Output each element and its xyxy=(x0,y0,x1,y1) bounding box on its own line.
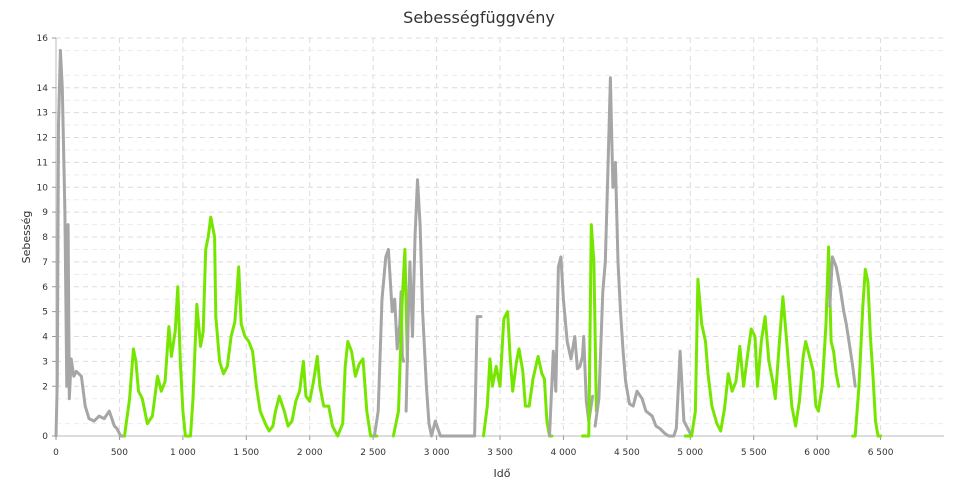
x-tick-label: 5 500 xyxy=(741,448,767,458)
series-line-green xyxy=(851,267,883,438)
series-line-green xyxy=(581,223,598,438)
x-tick-label: 4 000 xyxy=(551,448,577,458)
series-line-gray xyxy=(828,255,857,388)
x-tick-label: 5 000 xyxy=(677,448,703,458)
series-line-gray xyxy=(54,48,126,438)
series-line-gray xyxy=(548,255,595,438)
y-tick-label: 12 xyxy=(37,134,48,144)
series-layer xyxy=(54,48,883,438)
x-tick-label: 2 500 xyxy=(360,448,386,458)
series-line-gray xyxy=(404,178,483,438)
y-tick-label: 4 xyxy=(42,333,48,343)
y-tick-label: 0 xyxy=(42,432,48,442)
x-tick-label: 1 500 xyxy=(233,448,259,458)
x-tick-label: 2 000 xyxy=(297,448,323,458)
y-tick-label: 8 xyxy=(42,233,48,243)
y-tick-label: 9 xyxy=(42,208,48,218)
x-tick-label: 4 500 xyxy=(614,448,640,458)
x-axis-title: Idő xyxy=(494,467,511,480)
x-tick-label: 1 000 xyxy=(170,448,196,458)
x-tick-label: 0 xyxy=(53,448,59,458)
series-line-green xyxy=(123,215,379,438)
y-tick-label: 2 xyxy=(42,382,48,392)
chart-title: Sebességfüggvény xyxy=(403,8,555,27)
y-tick-label: 3 xyxy=(42,357,48,367)
y-tick-label: 11 xyxy=(37,158,48,168)
x-tick-label: 500 xyxy=(111,448,128,458)
y-tick-label: 5 xyxy=(42,308,48,318)
x-tick-label: 6 500 xyxy=(868,448,894,458)
x-tick-label: 3 000 xyxy=(424,448,450,458)
y-axis-title: Sebesség xyxy=(20,211,33,264)
y-tick-label: 7 xyxy=(42,258,48,268)
y-tick-label: 14 xyxy=(37,84,49,94)
y-tick-label: 16 xyxy=(37,34,49,44)
series-line-gray xyxy=(593,76,694,438)
series-line-green xyxy=(482,310,554,438)
series-line-green xyxy=(683,245,841,438)
series-line-green xyxy=(391,247,409,438)
x-tick-label: 3 500 xyxy=(487,448,513,458)
y-tick-label: 13 xyxy=(37,109,48,119)
y-tick-label: 6 xyxy=(42,283,48,293)
x-tick-label: 6 000 xyxy=(804,448,830,458)
y-tick-label: 10 xyxy=(37,183,49,193)
axis-layer: 0 500 1 000 1 500 2 000 2 500 3 000 3 500 4 000 4… xyxy=(37,34,944,458)
